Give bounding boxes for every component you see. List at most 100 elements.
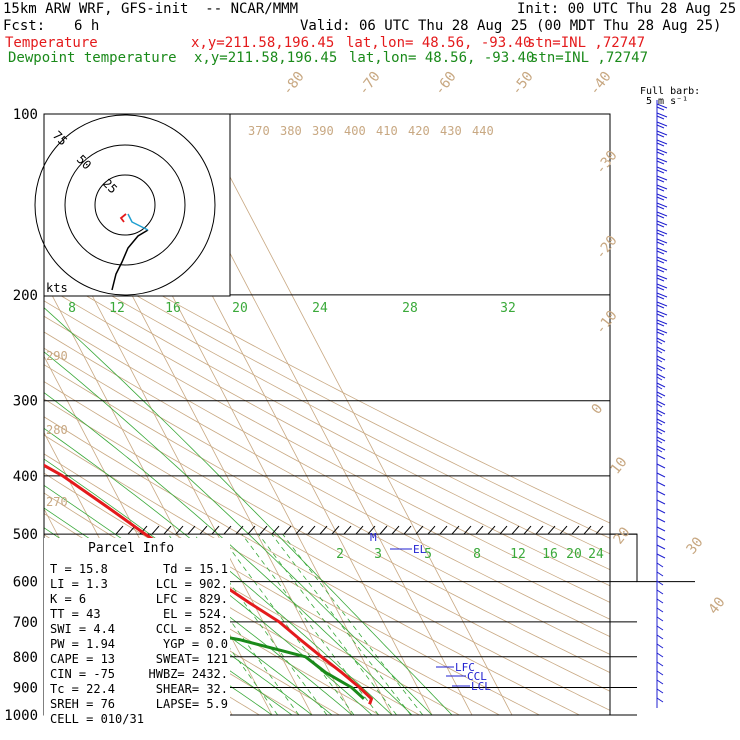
hatch-mark: [463, 525, 472, 535]
wind-barb: [656, 358, 663, 363]
mixing-ratio-label: 8: [68, 301, 76, 316]
hatch-mark: [331, 525, 340, 535]
mixing-ratio-label: 24: [588, 547, 604, 562]
forecast-label: Fcst:: [3, 18, 46, 34]
hatch-mark: [271, 525, 280, 535]
wind-barb: [656, 103, 668, 109]
dry-adiabat-line: [44, 453, 501, 715]
wind-barb: [656, 616, 664, 622]
wind-barb: [656, 688, 664, 694]
wind-barb: [656, 112, 668, 118]
wind-barb: [656, 409, 666, 415]
dry-adiabat-line: [44, 315, 610, 620]
theta-label-left: 270: [46, 495, 68, 509]
wind-barb: [656, 463, 666, 469]
mixing-ratio-label: 16: [165, 301, 181, 316]
wind-barb: [656, 340, 663, 345]
wind-barb: [656, 652, 664, 658]
mixing-ratio-label: 12: [510, 547, 526, 562]
temperature-profile: [44, 463, 373, 705]
hatch-mark: [163, 525, 172, 535]
dry-adiabat-line: [44, 398, 610, 711]
wind-barb: [656, 241, 665, 246]
wind-barb: [656, 268, 665, 273]
hatch-mark: [403, 525, 412, 535]
wind-barb: [656, 670, 664, 676]
parcel-info-value: LFC = 829.: [156, 592, 228, 606]
dry-adiabat-line: [44, 381, 610, 692]
isotherm-label: -20: [593, 233, 621, 263]
isotherm-label: -50: [509, 69, 537, 99]
dry-adiabat-line: [44, 364, 610, 674]
wind-barb: [656, 169, 665, 174]
dry-adiabat-line: [44, 255, 610, 555]
wind-barb: [656, 157, 668, 163]
wind-barb: [656, 634, 664, 640]
wind-barb: [656, 322, 665, 327]
wind-barb: [656, 661, 664, 667]
parcel-info-value: SHEAR= 32.: [156, 682, 228, 696]
wind-barb: [656, 259, 665, 264]
hatch-mark: [535, 525, 544, 535]
dewpoint-legend-stn: stn=INL ,72747: [530, 50, 649, 66]
wind-barb: [656, 319, 668, 325]
wind-barb: [656, 148, 668, 154]
wind-barb: [656, 490, 666, 496]
dry-adiabat-line: [44, 227, 610, 524]
wind-barb: [656, 625, 664, 631]
parcel-info-label: SWI = 4.4: [50, 622, 115, 636]
wind-barb: [656, 517, 666, 523]
dry-adiabat-line: [44, 347, 610, 655]
theta-label-top: 440: [472, 124, 494, 138]
theta-label-top: 410: [376, 124, 398, 138]
lcl-marker: LCL: [471, 680, 491, 693]
hodograph-frame: [43, 113, 231, 297]
hatch-mark: [523, 525, 532, 535]
hodograph-units: kts: [46, 281, 68, 295]
hatch-mark: [475, 525, 484, 535]
parcel-info-label: CAPE = 13: [50, 652, 115, 666]
mixing-ratio-line: [271, 533, 412, 715]
mixing-ratio-line: [241, 533, 379, 715]
wind-barb: [656, 481, 666, 487]
mixing-ratio-label: 16: [542, 547, 558, 562]
wind-barb: [656, 346, 666, 352]
wind-barb: [656, 421, 663, 426]
wind-barbs: Full barb:5 m s⁻¹: [640, 86, 700, 708]
wind-barb: [656, 301, 668, 307]
wind-barb: [656, 571, 664, 577]
wind-barb: [656, 292, 668, 298]
hatch-mark: [487, 525, 496, 535]
model-title: 15km ARW WRF, GFS-init -- NCAR/MMM: [3, 1, 299, 17]
dry-adiabat-line: [44, 331, 610, 638]
parcel-info-label: CIN = -75: [50, 667, 115, 681]
wind-barb: [656, 427, 666, 433]
wind-barb: [656, 337, 666, 343]
temperature-legend-latlon: lat,lon= 48.56, -93.40: [346, 35, 532, 51]
isotherm-label: 20: [611, 524, 634, 547]
wind-barb: [656, 679, 664, 685]
hatch-mark: [283, 525, 292, 535]
parcel-info-title: Parcel Info: [88, 541, 174, 556]
hatch-mark: [559, 525, 568, 535]
pressure-tick-label: 400: [13, 469, 38, 485]
wind-barb: [656, 535, 666, 541]
wind-barb: [656, 580, 664, 586]
wind-barb: [656, 139, 668, 145]
hodograph-trace-sfc: [119, 213, 127, 223]
wind-barb: [656, 355, 666, 361]
wind-barb: [656, 193, 668, 199]
wind-barb: [656, 130, 668, 136]
wind-barb: [656, 376, 663, 381]
wind-barb: [656, 286, 665, 291]
hatch-mark: [439, 525, 448, 535]
wind-barb: [656, 283, 668, 289]
hatch-mark: [199, 525, 208, 535]
theta-label-left: 290: [46, 349, 68, 363]
el-marker: EL: [413, 543, 427, 556]
pressure-tick-label: 900: [13, 680, 38, 696]
hatch-mark: [151, 525, 160, 535]
wind-barb: [656, 313, 665, 318]
theta-label-top: 390: [312, 124, 334, 138]
parcel-info-label: SREH = 76: [50, 697, 115, 711]
